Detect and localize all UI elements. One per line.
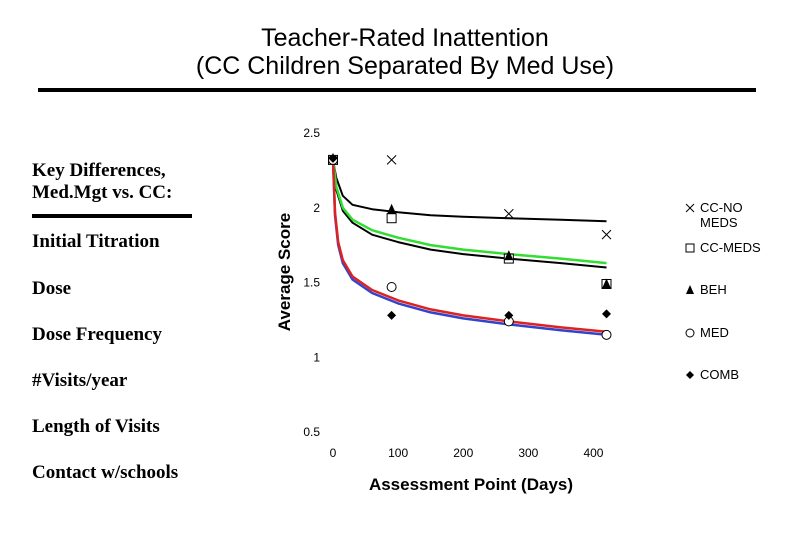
data-point-cc-no-meds [601, 229, 612, 240]
data-point-comb [387, 310, 397, 320]
chart-title-line-2: (CC Children Separated By Med Use) [195, 52, 615, 80]
y-tick-label: 1 [313, 350, 320, 364]
x-tick-label: 300 [518, 446, 538, 460]
data-point-beh [602, 278, 611, 289]
data-point-comb [328, 153, 338, 163]
legend-label: MED [700, 325, 729, 340]
legend-label: CC-NO [700, 200, 743, 215]
legend-marker [686, 285, 694, 294]
fit-curve-beh [331, 158, 607, 265]
difference-item-dose: Dose [32, 278, 72, 299]
data-point-cc-meds [386, 213, 397, 224]
difference-item-initial-titration: Initial Titration [32, 231, 160, 252]
difference-item-visits-per-year: #Visits/year [32, 370, 128, 391]
data-point-comb [504, 310, 514, 320]
chart-title-line-1: Teacher-Rated Inattention [261, 24, 549, 52]
y-tick-label: 2.5 [303, 126, 320, 140]
legend-label: BEH [700, 282, 727, 297]
data-point-beh [504, 250, 514, 261]
legend-label: MEDS [700, 215, 738, 230]
y-tick-label: 2 [313, 201, 320, 215]
legend-label: COMB [700, 367, 739, 382]
fit-curve-comb [331, 158, 607, 334]
legend-marker [685, 203, 695, 213]
y-tick-label: 1.5 [303, 276, 320, 290]
key-differences-heading-line-1: Key Differences, [32, 160, 166, 181]
heading-divider [32, 214, 192, 218]
x-axis-title: Assessment Point (Days) [369, 475, 573, 494]
y-tick-label: 0.5 [303, 425, 320, 439]
data-point-med [386, 281, 397, 292]
difference-item-length-of-visits: Length of Visits [32, 416, 160, 437]
data-point-cc-no-meds [386, 155, 397, 165]
data-point-med [601, 329, 612, 340]
legend-marker [685, 328, 695, 338]
fit-curve-cc-no-meds [332, 159, 607, 223]
x-tick-label: 0 [330, 446, 337, 460]
legend-label: CC-MEDS [700, 240, 761, 255]
key-differences-heading-line-2: Med.Mgt vs. CC: [32, 182, 173, 203]
fit-curve-med [331, 159, 607, 337]
legend-marker [685, 243, 695, 253]
difference-item-dose-frequency: Dose Frequency [32, 324, 162, 345]
x-tick-label: 100 [388, 446, 408, 460]
data-point-cc-no-meds [503, 208, 514, 219]
data-point-beh [387, 203, 397, 214]
difference-item-contact-with-schools: Contact w/schools [32, 462, 179, 483]
y-axis-title: Average Score [275, 213, 294, 331]
data-point-comb [602, 309, 611, 319]
legend-marker [686, 371, 694, 379]
x-tick-label: 200 [453, 446, 473, 460]
title-divider [38, 88, 756, 92]
x-tick-label: 400 [583, 446, 603, 460]
